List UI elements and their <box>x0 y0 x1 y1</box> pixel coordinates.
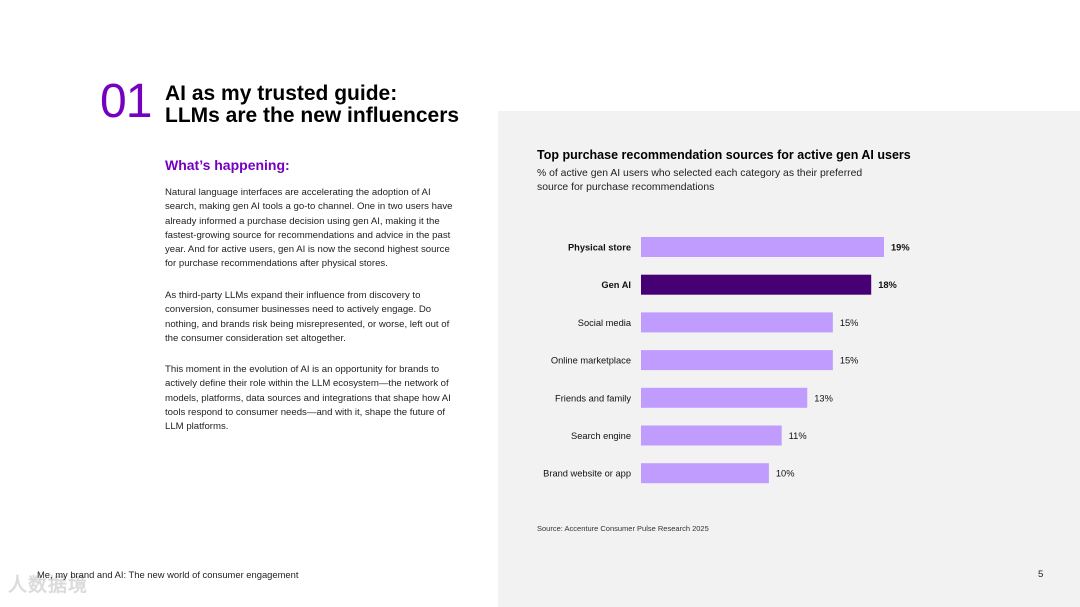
chart-title: Top purchase recommendation sources for … <box>537 148 911 162</box>
category-label: Physical store <box>568 243 631 253</box>
body-paragraph-3: This moment in the evolution of AI is an… <box>165 364 451 433</box>
bar <box>641 237 884 257</box>
value-label: 11% <box>789 431 807 441</box>
section-number: 01 <box>100 75 152 128</box>
title-line-1: AI as my trusted guide: <box>165 82 398 105</box>
category-label: Brand website or app <box>543 469 631 479</box>
bar <box>641 274 872 295</box>
category-label: Social media <box>578 318 632 328</box>
category-label: Friends and family <box>555 393 631 403</box>
category-label: Search engine <box>571 431 631 441</box>
title-line-2: LLMs are the new influencers <box>165 104 460 127</box>
bar <box>641 312 833 333</box>
value-label: 10% <box>776 469 795 479</box>
footer-text: Me, my brand and AI: The new world of co… <box>37 569 299 580</box>
body-paragraph-2: As third-party LLMs expand their influen… <box>165 290 450 344</box>
bar <box>641 350 833 371</box>
value-label: 13% <box>814 393 833 403</box>
bar <box>641 425 782 446</box>
body-paragraph-1: Natural language interfaces are accelera… <box>165 187 453 270</box>
page-number: 5 <box>1038 569 1044 580</box>
value-label: 19% <box>891 243 910 253</box>
chart-subtitle: % of active gen AI users who selected ea… <box>537 168 863 193</box>
section-subheading: What’s happening: <box>165 157 290 173</box>
bar-chart: Physical store 19% Gen AI 18% Social media 15… <box>543 237 910 484</box>
chart-source: Source: Accenture Consumer Pulse Researc… <box>537 524 709 533</box>
value-label: 15% <box>840 318 859 328</box>
watermark: 人数据境 <box>8 575 89 596</box>
bar <box>641 463 769 484</box>
value-label: 18% <box>878 280 897 290</box>
page-title: AI as my trusted guide: LLMs are the new… <box>165 83 459 127</box>
value-label: 15% <box>840 356 859 366</box>
bar <box>641 387 808 408</box>
category-label: Gen AI <box>601 280 631 290</box>
category-label: Online marketplace <box>551 356 631 366</box>
